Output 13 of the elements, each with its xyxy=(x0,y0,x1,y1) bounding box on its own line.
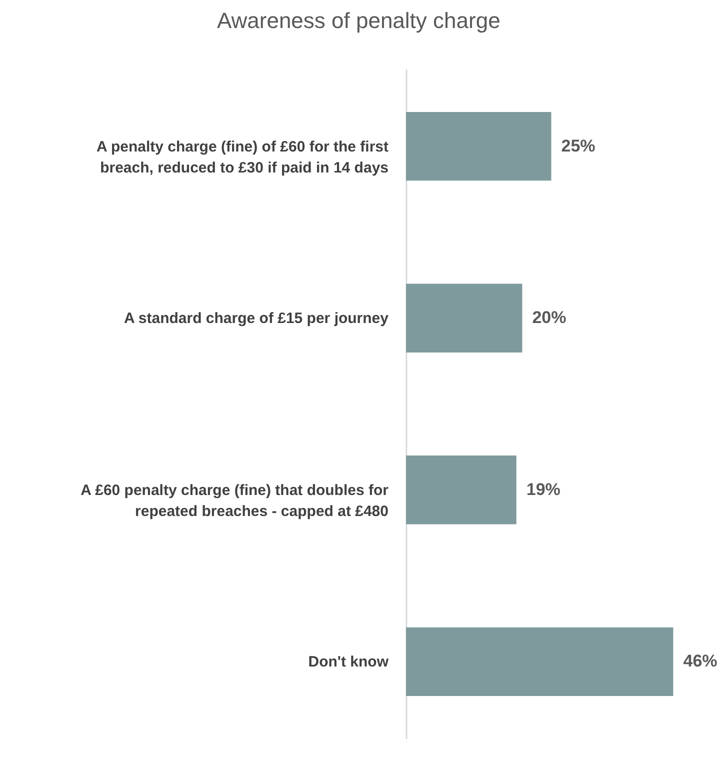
y-tick-label: Don't know xyxy=(308,654,389,671)
data-label: 19% xyxy=(526,480,560,499)
chart-title: Awareness of penalty charge xyxy=(216,8,500,33)
bar xyxy=(406,284,522,352)
y-tick-label: A penalty charge (fine) of £60 for the first breach, reduced to £30 if paid in 14 days xyxy=(96,138,388,176)
y-tick-label: A £60 penalty charge (fine) that doubles for repeated breaches - capped at £480 xyxy=(80,482,389,520)
data-label: 20% xyxy=(532,308,566,328)
data-label: 46% xyxy=(683,652,718,671)
data-label: 25% xyxy=(561,136,596,156)
bar xyxy=(406,456,516,524)
y-tick-label: A standard charge of £15 per journey xyxy=(124,310,390,328)
bar xyxy=(406,627,674,696)
bar xyxy=(406,112,552,181)
